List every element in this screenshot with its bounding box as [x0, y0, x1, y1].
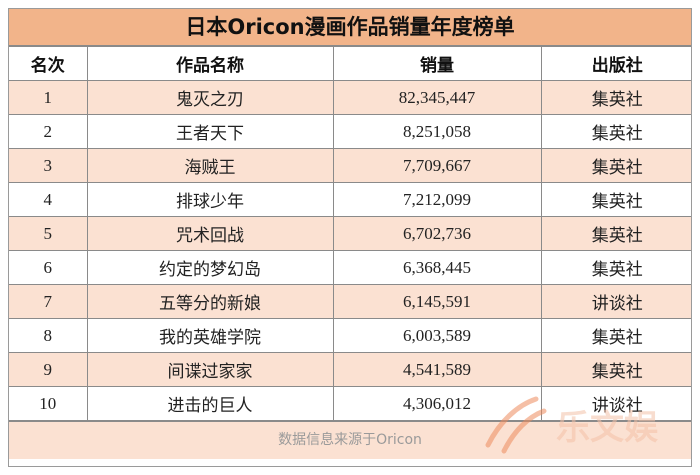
- rank-cell: 3: [9, 148, 88, 183]
- title-cell: 海贼王: [86, 148, 334, 183]
- rank-cell: 10: [9, 386, 88, 421]
- sales-cell: 4,306,012: [332, 386, 542, 421]
- rank-cell: 7: [9, 284, 88, 319]
- publisher-cell: 集英社: [540, 250, 691, 285]
- rank-cell: 2: [9, 114, 88, 149]
- sales-cell: 8,251,058: [332, 114, 542, 149]
- table-row: 8 我的英雄学院 6,003,589 集英社: [9, 318, 691, 353]
- title-cell: 进击的巨人: [86, 386, 334, 421]
- sales-cell: 6,003,589: [332, 318, 542, 353]
- title-cell: 五等分的新娘: [86, 284, 334, 319]
- title-cell: 排球少年: [86, 182, 334, 217]
- table-row: 1 鬼灭之刃 82,345,447 集英社: [9, 80, 691, 115]
- sales-cell: 6,702,736: [332, 216, 542, 251]
- publisher-cell: 集英社: [540, 80, 691, 115]
- table-row: 10 进击的巨人 4,306,012 讲谈社: [9, 386, 691, 421]
- publisher-cell: 集英社: [540, 318, 691, 353]
- sales-cell: 6,368,445: [332, 250, 542, 285]
- table-row: 6 约定的梦幻岛 6,368,445 集英社: [9, 250, 691, 285]
- column-header-title: 作品名称: [86, 46, 334, 81]
- publisher-cell: 集英社: [540, 352, 691, 387]
- title-cell: 我的英雄学院: [86, 318, 334, 353]
- table-row: 4 排球少年 7,212,099 集英社: [9, 182, 691, 217]
- sales-cell: 7,212,099: [332, 182, 542, 217]
- sales-cell: 82,345,447: [332, 80, 542, 115]
- publisher-cell: 讲谈社: [540, 284, 691, 319]
- ranking-table: 名次 作品名称 销量 出版社 1 鬼灭之刃 82,345,447 集英社 2 王…: [9, 46, 691, 421]
- table-row: 2 王者天下 8,251,058 集英社: [9, 114, 691, 149]
- table-row: 5 咒术回战 6,702,736 集英社: [9, 216, 691, 251]
- publisher-cell: 集英社: [540, 182, 691, 217]
- sales-cell: 6,145,591: [332, 284, 542, 319]
- header-row: 名次 作品名称 销量 出版社: [9, 46, 691, 81]
- source-note: 数据信息来源于Oricon: [9, 421, 691, 459]
- table-row: 7 五等分的新娘 6,145,591 讲谈社: [9, 284, 691, 319]
- title-cell: 约定的梦幻岛: [86, 250, 334, 285]
- column-header-sales: 销量: [332, 46, 542, 81]
- sales-cell: 7,709,667: [332, 148, 542, 183]
- rank-cell: 8: [9, 318, 88, 353]
- title-cell: 间谍过家家: [86, 352, 334, 387]
- publisher-cell: 集英社: [540, 148, 691, 183]
- publisher-cell: 集英社: [540, 216, 691, 251]
- column-header-rank: 名次: [9, 46, 88, 81]
- rank-cell: 6: [9, 250, 88, 285]
- publisher-cell: 讲谈社: [540, 386, 691, 421]
- column-header-publisher: 出版社: [540, 46, 691, 81]
- table-row: 3 海贼王 7,709,667 集英社: [9, 148, 691, 183]
- title-cell: 王者天下: [86, 114, 334, 149]
- title-cell: 鬼灭之刃: [86, 80, 334, 115]
- rank-cell: 5: [9, 216, 88, 251]
- ranking-sheet: 日本Oricon漫画作品销量年度榜单 名次 作品名称 销量 出版社 1 鬼灭之刃…: [8, 8, 692, 467]
- rank-cell: 9: [9, 352, 88, 387]
- table-row: 9 间谍过家家 4,541,589 集英社: [9, 352, 691, 387]
- title-cell: 咒术回战: [86, 216, 334, 251]
- sales-cell: 4,541,589: [332, 352, 542, 387]
- table-title: 日本Oricon漫画作品销量年度榜单: [9, 9, 691, 46]
- rank-cell: 4: [9, 182, 88, 217]
- rank-cell: 1: [9, 80, 88, 115]
- publisher-cell: 集英社: [540, 114, 691, 149]
